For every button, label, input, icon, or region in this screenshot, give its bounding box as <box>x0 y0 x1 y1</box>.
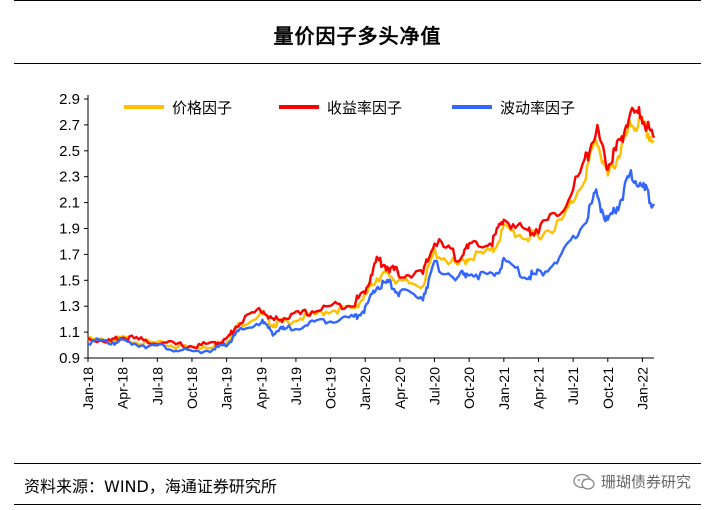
x-tick-label: Jul-19 <box>288 367 304 405</box>
x-tick-label: Apr-20 <box>392 367 408 409</box>
y-tick-label: 0.9 <box>59 350 80 367</box>
title-bar: 量价因子多头净值 <box>14 0 701 64</box>
y-tick-label: 2.7 <box>59 117 80 134</box>
legend-label-1: 价格因子 <box>172 99 232 117</box>
x-tick-label: Oct-19 <box>323 367 339 409</box>
line-chart: 0.9 1.1 1.3 1.5 1.7 1.9 2.1 2.3 2.5 2.7 2.9 Jan-18 A… <box>59 91 656 410</box>
x-tick-label: Jan-22 <box>634 367 650 410</box>
watermark-text: 珊瑚债券研究 <box>600 473 691 491</box>
series-line-1 <box>87 115 655 350</box>
x-tick-label: Jul-18 <box>149 367 165 405</box>
x-tick-label: Jul-21 <box>565 367 581 405</box>
series-line-3 <box>88 169 656 355</box>
y-tick-label: 1.7 <box>59 246 80 263</box>
y-tick-label: 1.5 <box>59 272 80 289</box>
x-tick-label: Oct-20 <box>461 367 477 409</box>
series-line-2 <box>87 105 656 350</box>
legend-label-3: 波动率因子 <box>500 99 575 117</box>
x-tick-label: Apr-21 <box>530 367 546 409</box>
x-tick-label: Oct-21 <box>600 367 616 409</box>
wechat-icon <box>573 473 595 490</box>
x-tick-label: Jan-20 <box>357 367 373 410</box>
x-tick-label: Oct-18 <box>184 367 200 409</box>
x-tick-label: Apr-19 <box>253 367 269 409</box>
source-note: 资料来源：WIND，海通证券研究所 <box>24 477 277 496</box>
x-tick-label: Jul-20 <box>427 367 443 405</box>
y-tick-label: 1.3 <box>59 298 80 315</box>
y-tick-label: 1.9 <box>59 221 80 238</box>
x-tick-label: Jan-18 <box>80 367 96 410</box>
y-tick-label: 2.9 <box>59 91 80 108</box>
legend-label-2: 收益率因子 <box>327 99 402 117</box>
x-tick-label: Jan-21 <box>496 367 512 410</box>
x-tick-label: Apr-18 <box>115 367 131 409</box>
page-title: 量价因子多头净值 <box>273 24 442 48</box>
y-tick-label: 2.3 <box>59 169 80 186</box>
footer: 资料来源：WIND，海通证券研究所 珊瑚债券研究 <box>14 463 701 505</box>
watermark: 珊瑚债券研究 <box>573 471 691 492</box>
y-tick-label: 2.1 <box>59 195 80 212</box>
y-tick-label: 1.1 <box>59 324 80 341</box>
x-tick-label: Jan-19 <box>219 367 235 410</box>
y-tick-label: 2.5 <box>59 143 80 160</box>
